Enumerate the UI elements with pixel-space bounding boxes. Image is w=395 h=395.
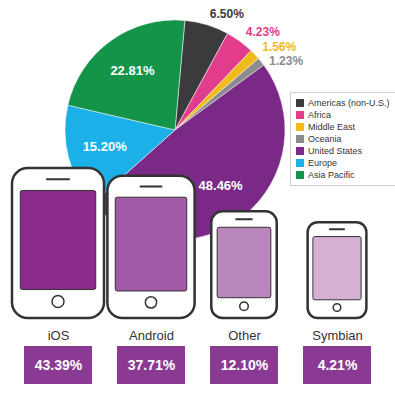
svg-text:iOS: iOS xyxy=(48,328,70,343)
html-text:Asia Pacific: Asia Pacific xyxy=(308,170,355,180)
html-text:Americas (non-U.S.): Americas (non-U.S.) xyxy=(308,98,390,108)
svg-text:43.39%: 43.39% xyxy=(35,357,83,373)
html-text:United States: United States xyxy=(308,146,362,156)
svg-text:Symbian: Symbian xyxy=(312,328,363,343)
svg-text:4.21%: 4.21% xyxy=(318,357,358,373)
html-text:Middle East: Middle East xyxy=(308,122,355,132)
svg-text:48.46%: 48.46% xyxy=(199,178,244,193)
svg-text:4.23%: 4.23% xyxy=(246,25,280,39)
svg-text:37.71%: 37.71% xyxy=(128,357,176,373)
html-text:Oceania: Oceania xyxy=(308,134,342,144)
svg-text:22.81%: 22.81% xyxy=(110,63,155,78)
svg-text:1.23%: 1.23% xyxy=(269,54,303,68)
svg-text:1.56%: 1.56% xyxy=(262,40,296,54)
html-text:Africa: Africa xyxy=(308,110,331,120)
svg-text:6.50%: 6.50% xyxy=(210,7,244,21)
svg-text:12.10%: 12.10% xyxy=(221,357,269,373)
html-text:Europe: Europe xyxy=(308,158,337,168)
svg-text:Other: Other xyxy=(228,328,261,343)
svg-text:Android: Android xyxy=(129,328,174,343)
svg-text:15.20%: 15.20% xyxy=(83,139,128,154)
